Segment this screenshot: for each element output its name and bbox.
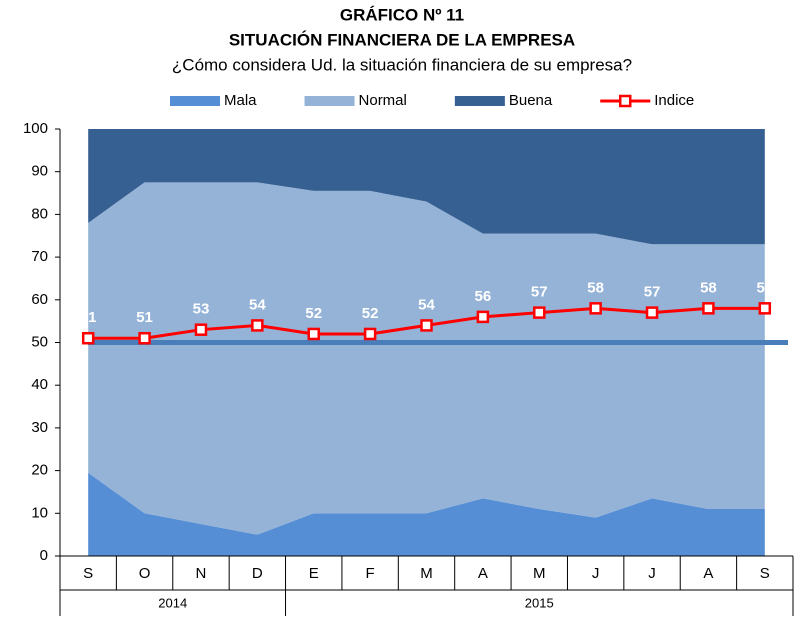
data-label: 57 bbox=[644, 284, 661, 301]
area bbox=[88, 182, 765, 535]
x-tick-label: J bbox=[592, 565, 600, 582]
data-label: 58 bbox=[587, 279, 604, 296]
marker bbox=[138, 331, 151, 345]
data-label: 54 bbox=[418, 296, 435, 313]
legend-label: Mala bbox=[224, 92, 257, 109]
y-tick-label: 70 bbox=[31, 248, 48, 265]
marker bbox=[420, 319, 433, 332]
legend-label: Buena bbox=[509, 92, 553, 109]
data-label: 51 bbox=[136, 309, 153, 326]
y-tick-label: 0 bbox=[40, 547, 48, 564]
y-tick-label: 50 bbox=[31, 333, 48, 350]
x-tick-label: D bbox=[252, 565, 263, 582]
data-label: 51 bbox=[80, 309, 97, 326]
legend-label: Indice bbox=[654, 92, 694, 109]
y-tick-label: 20 bbox=[31, 462, 48, 479]
x-tick-label: N bbox=[196, 565, 207, 582]
data-label: 53 bbox=[193, 301, 210, 318]
x-tick-label: S bbox=[83, 565, 93, 582]
y-tick-label: 100 bbox=[23, 120, 48, 137]
data-label: 58 bbox=[756, 279, 773, 296]
x-tick-label: A bbox=[703, 565, 713, 582]
y-tick-label: 10 bbox=[31, 504, 48, 521]
legend-swatch bbox=[170, 96, 220, 106]
marker bbox=[476, 310, 490, 324]
chart-title: GRÁFICO Nº 11 bbox=[340, 5, 464, 24]
legend-marker bbox=[618, 94, 632, 108]
area bbox=[88, 472, 765, 556]
chart-question: ¿Cómo considera Ud. la situación financi… bbox=[172, 55, 632, 74]
data-label: 54 bbox=[249, 296, 266, 313]
y-tick-label: 40 bbox=[31, 376, 48, 393]
x-tick-label: O bbox=[139, 565, 151, 582]
marker bbox=[758, 302, 772, 315]
x-tick-label: F bbox=[366, 565, 375, 582]
area bbox=[88, 129, 765, 245]
marker bbox=[589, 302, 602, 315]
legend-swatch bbox=[454, 96, 505, 106]
y-tick-label: 90 bbox=[31, 163, 48, 180]
data-label: 57 bbox=[531, 284, 548, 301]
x-tick-label: A bbox=[478, 565, 488, 582]
data-label: 58 bbox=[700, 279, 717, 296]
marker bbox=[251, 319, 264, 332]
y-tick-label: 80 bbox=[31, 205, 48, 222]
x-tick-label: E bbox=[309, 565, 319, 582]
marker bbox=[645, 306, 659, 319]
marker bbox=[194, 323, 208, 336]
x-tick-label: S bbox=[760, 565, 770, 582]
legend-label: Normal bbox=[359, 92, 407, 109]
data-label: 52 bbox=[305, 305, 322, 322]
x-tick-label: J bbox=[648, 565, 656, 582]
x-tick-label: M bbox=[533, 565, 546, 582]
chart-subtitle: SITUACIÓN FINANCIERA DE LA EMPRESA bbox=[229, 30, 575, 49]
data-label: 56 bbox=[475, 288, 492, 305]
marker bbox=[307, 327, 320, 341]
marker bbox=[81, 331, 95, 345]
marker bbox=[363, 327, 377, 341]
y-tick-label: 30 bbox=[31, 419, 48, 436]
x-tick-label: M bbox=[420, 565, 433, 582]
year-label: 2014 bbox=[158, 595, 187, 610]
year-label: 2015 bbox=[525, 595, 554, 610]
data-label: 52 bbox=[362, 305, 379, 322]
marker bbox=[533, 306, 546, 319]
y-tick-label: 60 bbox=[31, 291, 48, 308]
marker bbox=[702, 302, 715, 315]
legend-swatch bbox=[304, 96, 355, 106]
